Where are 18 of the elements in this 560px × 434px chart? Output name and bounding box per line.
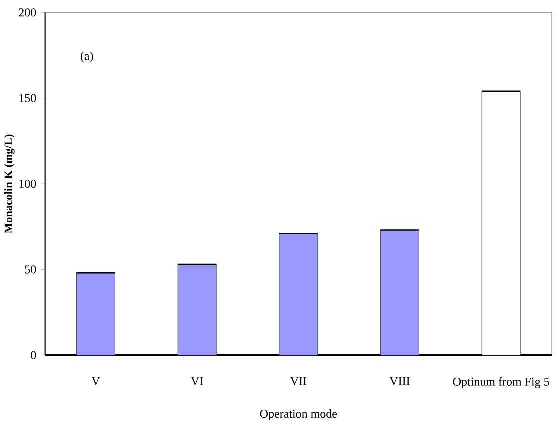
x-axis-title: Operation mode xyxy=(260,410,338,420)
x-tick-label: VII xyxy=(290,377,307,386)
x-tick-label: VIII xyxy=(390,377,410,386)
x-tick-label: V xyxy=(92,377,100,386)
bar xyxy=(279,233,318,356)
bar xyxy=(76,272,116,356)
y-tick-label: 200 xyxy=(19,8,36,17)
bar xyxy=(482,91,521,356)
y-tick-label: 0 xyxy=(31,351,36,360)
y-tick-label: 150 xyxy=(20,94,36,102)
x-tick-label: Optinum from Fig 5 xyxy=(453,377,550,388)
y-tick-label: 50 xyxy=(25,266,36,274)
x-tick-label: VI xyxy=(191,377,204,386)
y-tick-label: 100 xyxy=(20,180,36,188)
annotation: (a) xyxy=(80,52,94,63)
bar xyxy=(380,230,420,356)
y-axis-title: Monacolin K (mg/L) xyxy=(4,134,15,234)
bar xyxy=(178,264,217,356)
